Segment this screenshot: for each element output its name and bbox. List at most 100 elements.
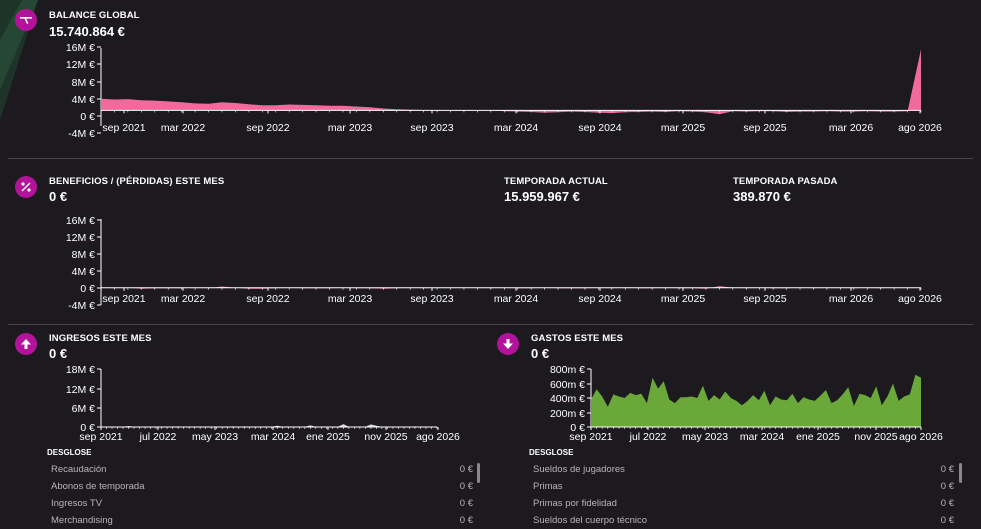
x-tick-label: sep 2021 [102, 293, 145, 305]
divider [8, 324, 973, 325]
breakdown-row-value: 0 € [940, 515, 954, 526]
breakdown-row: Merchandising 0 € [51, 515, 473, 526]
breakdown-row: Sueldos del cuerpo técnico 0 € [533, 515, 954, 526]
expenses-chart: 800m € 600m € 400m € 200m € 0 €sep 2021 jul 2… [550, 364, 943, 443]
x-tick-label: mar 2026 [829, 122, 874, 134]
x-tick-label: may 2023 [682, 431, 728, 443]
balance-icon-button [15, 9, 37, 31]
y-tick-label: 0 € [80, 111, 95, 123]
x-tick-label: sep 2021 [569, 431, 612, 443]
income-chart: 18M € 12M € 6M € 0 €sep 2021 jul 2022 may 202… [66, 364, 460, 443]
x-tick-label: mar 2024 [494, 293, 539, 305]
expenses-label: GASTOS ESTE MES [531, 333, 624, 344]
y-tick-label: 12M € [66, 59, 95, 71]
x-tick-label: mar 2024 [494, 122, 539, 134]
breakdown-row-name: Sueldos de jugadores [533, 464, 625, 475]
x-tick-label: nov 2025 [854, 431, 897, 443]
breakdown-row: Abonos de temporada 0 € [51, 481, 473, 492]
x-tick-label: sep 2023 [410, 122, 453, 134]
balance-chart: 16M € 12M € 8M € 4M € 0 € -4M € sep 2021 mar 20… [66, 42, 942, 140]
x-tick-label: ene 2025 [306, 431, 350, 443]
x-tick-label: sep 2025 [743, 122, 786, 134]
x-tick-label: sep 2021 [102, 122, 145, 134]
breakdown-row: Primas por fidelidad 0 € [533, 498, 954, 509]
x-tick-label: ago 2026 [416, 431, 460, 443]
x-tick-label: mar 2025 [661, 122, 706, 134]
x-tick-label: ene 2025 [796, 431, 840, 443]
y-tick-label: -4M € [68, 128, 95, 140]
y-tick-label: 16M € [66, 42, 95, 54]
x-tick-label: nov 2025 [364, 431, 407, 443]
x-tick-label: sep 2023 [410, 293, 453, 305]
x-tick-label: sep 2024 [578, 122, 621, 134]
x-tick-label: jul 2022 [629, 431, 667, 443]
x-tick-label: mar 2023 [328, 122, 373, 134]
breakdown-row: Ingresos TV 0 € [51, 498, 473, 509]
area-series [101, 49, 921, 115]
y-tick-label: 4M € [72, 94, 96, 106]
area-series [591, 374, 921, 427]
income-scrollbar[interactable] [477, 463, 480, 483]
expenses-scrollbar[interactable] [959, 463, 962, 483]
breakdown-row-value: 0 € [940, 498, 954, 509]
profit-icon-button [15, 176, 37, 198]
x-tick-label: ago 2026 [898, 122, 942, 134]
y-tick-label: 18M € [66, 364, 95, 376]
income-value: 0 € [49, 346, 68, 361]
y-tick-label: 0 € [570, 422, 585, 434]
previous-season-label: TEMPORADA PASADA [733, 176, 838, 187]
y-tick-label: -4M € [68, 300, 95, 312]
x-tick-label: mar 2022 [161, 122, 206, 134]
y-tick-label: 0 € [80, 422, 95, 434]
x-tick-label: jul 2022 [139, 431, 177, 443]
x-tick-label: may 2023 [192, 431, 238, 443]
x-tick-label: mar 2024 [251, 431, 296, 443]
breakdown-row: Primas 0 € [533, 481, 954, 492]
x-tick-label: ago 2026 [899, 431, 943, 443]
y-tick-label: 12M € [66, 384, 95, 396]
x-tick-label: mar 2024 [740, 431, 785, 443]
y-tick-label: 8M € [72, 249, 96, 261]
x-tick-label: ago 2026 [898, 293, 942, 305]
percent-icon [21, 182, 31, 192]
y-tick-label: 0 € [80, 283, 95, 295]
income-breakdown-title: DESGLOSE [47, 448, 92, 457]
x-tick-label: sep 2024 [578, 293, 621, 305]
current-season-value: 15.959.967 € [504, 189, 580, 204]
breakdown-row-name: Merchandising [51, 515, 113, 526]
divider [8, 158, 973, 159]
expenses-breakdown-title: DESGLOSE [529, 448, 574, 457]
y-tick-label: 16M € [66, 215, 95, 227]
x-tick-label: mar 2023 [328, 293, 373, 305]
y-tick-label: 400m € [550, 393, 585, 405]
breakdown-row-value: 0 € [940, 464, 954, 475]
breakdown-row-value: 0 € [940, 481, 954, 492]
breakdown-row-value: 0 € [459, 464, 473, 475]
income-icon-button [15, 333, 37, 355]
y-tick-label: 6M € [72, 403, 96, 415]
x-tick-label: mar 2025 [661, 293, 706, 305]
profit-label: BENEFICIOS / (PÉRDIDAS) ESTE MES [49, 176, 225, 187]
balance-value: 15.740.864 € [49, 24, 125, 39]
x-tick-label: mar 2026 [829, 293, 874, 305]
breakdown-row-name: Primas por fidelidad [533, 498, 617, 509]
profit-chart: 16M € 12M € 8M € 4M € 0 € -4M € sep 2021 mar 20… [66, 215, 942, 312]
breakdown-row: Sueldos de jugadores 0 € [533, 464, 954, 475]
breakdown-row-name: Sueldos del cuerpo técnico [533, 515, 648, 526]
income-label: INGRESOS ESTE MES [49, 333, 152, 344]
y-tick-label: 12M € [66, 232, 95, 244]
x-tick-label: sep 2021 [79, 431, 122, 443]
expenses-value: 0 € [531, 346, 550, 361]
breakdown-row-name: Primas [533, 481, 563, 492]
breakdown-row-name: Recaudación [51, 464, 107, 475]
scale-icon [20, 16, 32, 24]
expenses-icon-button [497, 333, 519, 355]
breakdown-row-value: 0 € [459, 481, 473, 492]
x-tick-label: sep 2025 [743, 293, 786, 305]
breakdown-row-value: 0 € [459, 515, 473, 526]
breakdown-row-name: Abonos de temporada [51, 481, 145, 492]
x-tick-label: sep 2022 [246, 293, 289, 305]
breakdown-row-name: Ingresos TV [51, 498, 103, 509]
current-season-label: TEMPORADA ACTUAL [504, 176, 608, 187]
arrow-down-icon [503, 339, 513, 349]
